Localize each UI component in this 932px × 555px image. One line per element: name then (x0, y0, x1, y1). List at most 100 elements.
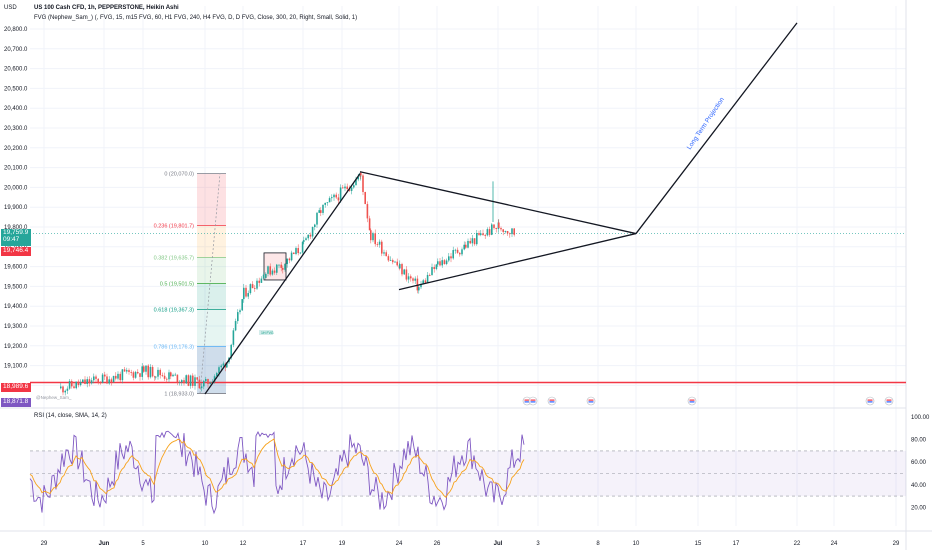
flag-circle (865, 396, 875, 406)
x-tick-label: 17 (300, 541, 307, 547)
candle-body (450, 256, 452, 259)
fvg-small-box (259, 330, 273, 335)
candle-body (435, 264, 438, 269)
candle-body (405, 269, 408, 280)
flag-circle (884, 396, 894, 406)
fib-zone (197, 309, 226, 347)
candle-body (79, 382, 82, 386)
candle-body (295, 248, 297, 255)
candle-body (245, 287, 247, 297)
x-tick-label: 12 (240, 541, 247, 547)
y-tick-label: 19,900.0 (4, 205, 28, 211)
flag-stripe (689, 399, 695, 401)
candle-body (478, 233, 480, 235)
candle-body (286, 258, 288, 265)
currency-label: USD (4, 5, 17, 11)
fib-level-label: 0.618 (19,367.3) (154, 307, 195, 313)
candle-body (484, 235, 486, 236)
candle-body (412, 278, 414, 281)
event-flag-icon (547, 396, 557, 406)
candle-body (396, 261, 398, 266)
flag-stripe (549, 401, 555, 403)
candle-body (104, 374, 106, 377)
candle-body (88, 379, 91, 384)
rsi-tick-label: 60.00 (911, 460, 927, 466)
secondary-price-tag: 19,746.4 (1, 247, 31, 256)
x-tick-label: 3 (536, 541, 540, 547)
rsi-line (29, 430, 525, 515)
x-tick-label: 24 (831, 541, 838, 547)
current-price: 19,759.9 (3, 229, 29, 236)
candle-body (288, 258, 291, 261)
candle-body (143, 366, 145, 372)
candle-body (168, 372, 170, 380)
candle-body (366, 204, 369, 219)
flag-stripe (524, 401, 530, 403)
purple-price-tag: 18,871.8 (1, 398, 31, 407)
flag-stripe (689, 401, 695, 403)
candle-body (174, 374, 176, 376)
candle-body (121, 369, 124, 381)
flag-stripe (588, 399, 594, 401)
candle-body (132, 372, 135, 378)
candle-body (399, 264, 401, 269)
candle-body (297, 248, 299, 254)
candle-body (112, 375, 115, 383)
rsi-label[interactable]: RSI (14, close, SMA, 14, 2) (34, 413, 107, 419)
candle-body (443, 260, 446, 265)
candle-body (385, 252, 387, 257)
candle-body (170, 372, 172, 377)
chart-title[interactable]: US 100 Cash CFD, 1h, PEPPERSTONE, Heikin… (34, 5, 179, 11)
candle-body (267, 266, 269, 274)
current-price-tag: 19,759.9 09:47 (1, 229, 31, 246)
candle-body (439, 261, 441, 266)
candle-body (269, 266, 271, 275)
event-flag-icon (865, 396, 875, 406)
y-tick-label: 19,500.0 (4, 284, 28, 290)
x-tick-label: 10 (633, 541, 640, 547)
candle-body (500, 228, 502, 230)
candle-body (243, 287, 245, 300)
indicator-label[interactable]: FVG (Nephew_Sam_) (, FVG, 15, m15 FVG, 6… (34, 15, 358, 21)
candle-body (207, 379, 209, 385)
y-tick-label: 20,500.0 (4, 86, 28, 92)
candle-body (265, 273, 267, 278)
candle-body (66, 388, 69, 391)
x-tick-label: Jun (99, 541, 110, 547)
candle-body (418, 287, 420, 291)
candle-body (498, 222, 500, 229)
candle-body (511, 228, 513, 235)
fib-zone (197, 225, 226, 258)
candle-body (465, 244, 467, 248)
candle-body (258, 280, 260, 283)
fib-level-label: 0.5 (19,501.5) (160, 282, 194, 288)
candle-body (360, 172, 362, 176)
candle-body (324, 202, 326, 205)
candle-body (260, 278, 263, 283)
candle-body (346, 186, 348, 190)
candle-body (77, 381, 80, 386)
candle-body (314, 224, 316, 227)
x-tick-label: 22 (794, 541, 801, 547)
candle-body (420, 284, 422, 288)
candle-body (192, 375, 194, 386)
candle-body (424, 280, 427, 283)
candle-body (203, 381, 205, 387)
candle-body (486, 229, 489, 236)
candle-body (482, 233, 484, 236)
x-tick-label: 5 (141, 541, 145, 547)
candle-body (376, 244, 379, 245)
candle-body (99, 382, 102, 384)
flag-stripe (530, 399, 536, 401)
candle-body (301, 241, 304, 253)
rsi-tick-label: 100.00 (911, 415, 930, 421)
candle-body (331, 197, 333, 199)
y-tick-label: 20,700.0 (4, 47, 28, 53)
candle-body (426, 274, 429, 283)
flag-circle (528, 396, 538, 406)
flag-stripe (886, 399, 892, 401)
flag-stripe (867, 399, 873, 401)
candle-body (339, 187, 342, 201)
